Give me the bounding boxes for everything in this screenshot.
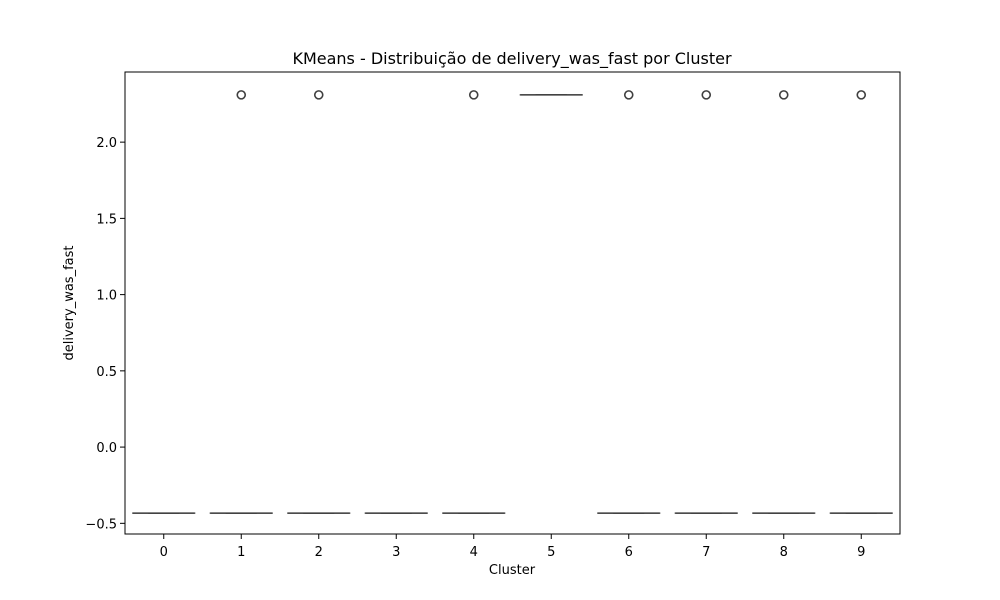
y-axis-label: delivery_was_fast (62, 246, 77, 361)
plot-frame (124, 71, 901, 535)
y-tick-label: 2.0 (96, 136, 117, 151)
x-tick-label: 1 (237, 545, 245, 560)
outlier-point (856, 90, 867, 100)
plot-marks (132, 90, 893, 514)
y-axis: −0.5 0.0 0.5 1.0 1.5 2.0 (85, 136, 125, 532)
x-tick-label: 7 (702, 545, 710, 560)
box-cluster-7 (674, 90, 738, 514)
y-tick-label: 0.0 (96, 441, 117, 456)
x-tick-label: 4 (470, 545, 478, 560)
x-axis-label: Cluster (489, 563, 536, 578)
box-cluster-4 (442, 90, 506, 514)
outlier-point (468, 90, 479, 100)
x-tick-label: 6 (625, 545, 633, 560)
box-cluster-6 (597, 90, 661, 514)
y-tick-label: −0.5 (85, 517, 117, 532)
box-cluster-8 (752, 90, 816, 514)
x-axis: 0 1 2 3 4 5 6 7 8 9 (160, 534, 865, 560)
outlier-point (701, 90, 712, 100)
x-tick-label: 8 (780, 545, 788, 560)
outlier-point (778, 90, 789, 100)
y-tick-label: 0.5 (96, 365, 117, 380)
box-cluster-9 (829, 90, 893, 514)
x-tick-label: 9 (857, 545, 865, 560)
x-tick-label: 5 (547, 545, 555, 560)
box-cluster-2 (287, 90, 351, 514)
box-cluster-1 (209, 90, 273, 514)
outlier-point (313, 90, 324, 100)
outlier-point (623, 90, 634, 100)
x-tick-label: 2 (315, 545, 323, 560)
y-tick-label: 1.0 (96, 289, 117, 304)
x-tick-label: 3 (392, 545, 400, 560)
x-tick-label: 0 (160, 545, 168, 560)
y-tick-label: 1.5 (96, 212, 117, 227)
chart-title: KMeans - Distribuição de delivery_was_fa… (292, 49, 732, 69)
outlier-point (236, 90, 247, 100)
